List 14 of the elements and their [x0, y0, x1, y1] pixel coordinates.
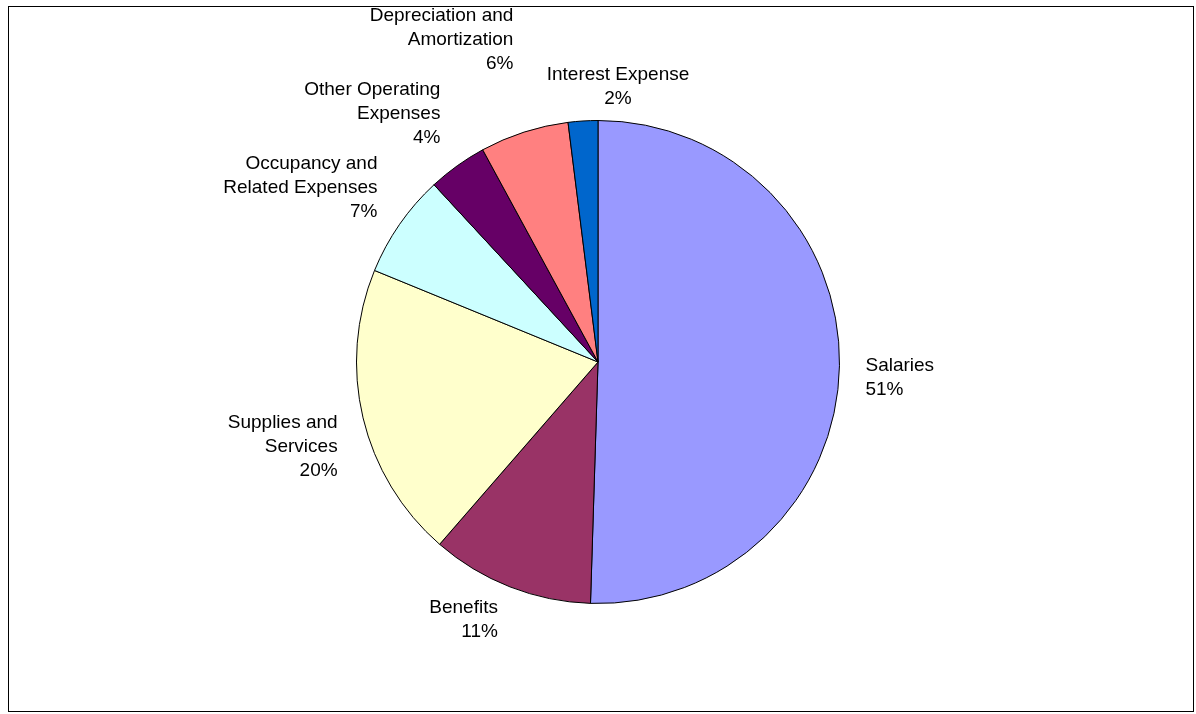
data-label: 7% — [350, 200, 378, 222]
slice-label: Benefits — [429, 595, 498, 617]
data-label: 20% — [299, 459, 338, 481]
slice-label: Other Operating Expenses — [304, 78, 441, 124]
slice-label: Salaries — [865, 354, 935, 376]
slice-label: Supplies and Services — [227, 411, 338, 457]
slice-label: Depreciation and Amortization — [369, 4, 514, 50]
slice-label: Occupancy and Related Expenses — [223, 152, 378, 198]
data-label: 6% — [485, 52, 514, 74]
data-label: 4% — [412, 126, 441, 148]
data-label: 11% — [461, 619, 499, 641]
slice-label: Interest Expense — [546, 63, 690, 85]
data-label: 51% — [865, 378, 904, 400]
data-label: 2% — [604, 87, 632, 109]
